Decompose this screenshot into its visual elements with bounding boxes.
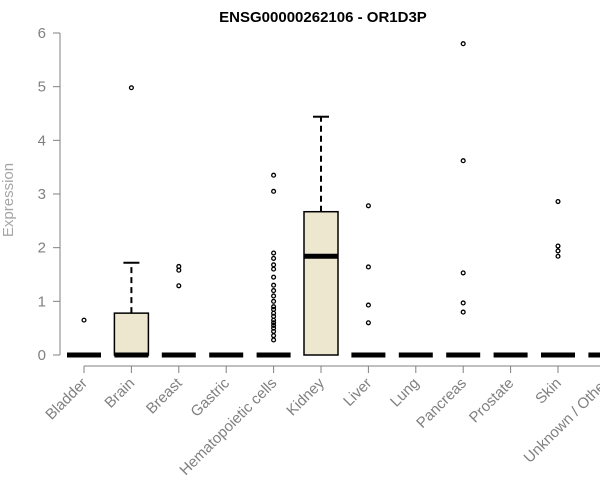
box-7: [351, 203, 386, 358]
outlier-point: [460, 270, 466, 276]
x-tick-label: Lung: [387, 375, 423, 411]
outlier-point: [460, 300, 466, 306]
box-9: [446, 41, 481, 358]
outlier-point: [460, 158, 466, 164]
outlier-point: [271, 293, 277, 299]
outlier-point: [555, 243, 561, 249]
x-tick-label: Skin: [532, 375, 565, 408]
outlier-point: [271, 320, 277, 326]
outlier-point: [271, 266, 277, 272]
outlier-point: [460, 309, 466, 315]
outlier-point: [271, 288, 277, 294]
outlier-point: [271, 255, 277, 261]
outlier-point: [176, 263, 182, 270]
outlier-point: [271, 172, 277, 178]
box-iqr: [113, 312, 150, 356]
box-11: [541, 198, 575, 358]
boxes-group: [67, 41, 600, 358]
y-axis-label: Expression: [0, 163, 17, 237]
box-3: [161, 263, 196, 358]
x-tick-label: Prostate: [466, 375, 518, 427]
x-tick-label: Gastric: [187, 374, 233, 420]
outlier-point: [271, 250, 277, 256]
outlier-point: [365, 302, 371, 308]
outlier-point: [271, 306, 277, 312]
outlier-point: [128, 85, 134, 91]
outlier-point: [271, 333, 277, 339]
chart-title: ENSG00000262106 - OR1D3P: [219, 9, 427, 26]
box-5: [256, 172, 291, 358]
outlier-point: [271, 262, 277, 268]
outlier-point: [460, 41, 466, 47]
box-1: [67, 317, 101, 358]
outlier-point: [271, 325, 277, 331]
y-tick-label: 2: [38, 240, 46, 257]
box-6: [303, 115, 339, 356]
x-tick-label: Bladder: [42, 375, 91, 424]
outlier-point: [271, 282, 277, 288]
outlier-point: [271, 337, 277, 343]
outlier-point: [271, 274, 277, 280]
outlier-point: [555, 253, 561, 259]
y-tick-label: 0: [38, 347, 46, 364]
outlier-point: [81, 317, 87, 323]
outlier-point: [365, 320, 371, 326]
x-tick-label: Breast: [143, 374, 186, 417]
y-tick-label: 5: [38, 79, 46, 96]
outlier-point: [271, 188, 277, 194]
outlier-point: [365, 264, 371, 270]
y-tick-label: 6: [38, 25, 46, 42]
x-tick-label: Liver: [340, 375, 375, 410]
y-tick-label: 3: [38, 186, 46, 203]
x-tick-label: Kidney: [283, 374, 328, 419]
y-axis: 0 1 2 3 4 5 6: [38, 25, 61, 364]
outlier-point: [271, 298, 277, 304]
box-2: [113, 85, 150, 358]
x-tick-label: Brain: [101, 375, 138, 412]
outlier-point: [176, 283, 182, 289]
y-tick-label: 1: [38, 293, 46, 310]
outlier-point: [555, 198, 561, 205]
outlier-point: [555, 248, 561, 254]
box-iqr: [303, 210, 339, 356]
outlier-point: [271, 322, 277, 329]
y-tick-label: 4: [38, 132, 46, 149]
box-12: [588, 352, 600, 358]
outlier-point: [365, 203, 371, 209]
x-tick-label: Pancreas: [413, 375, 470, 432]
outlier-point: [271, 304, 277, 310]
